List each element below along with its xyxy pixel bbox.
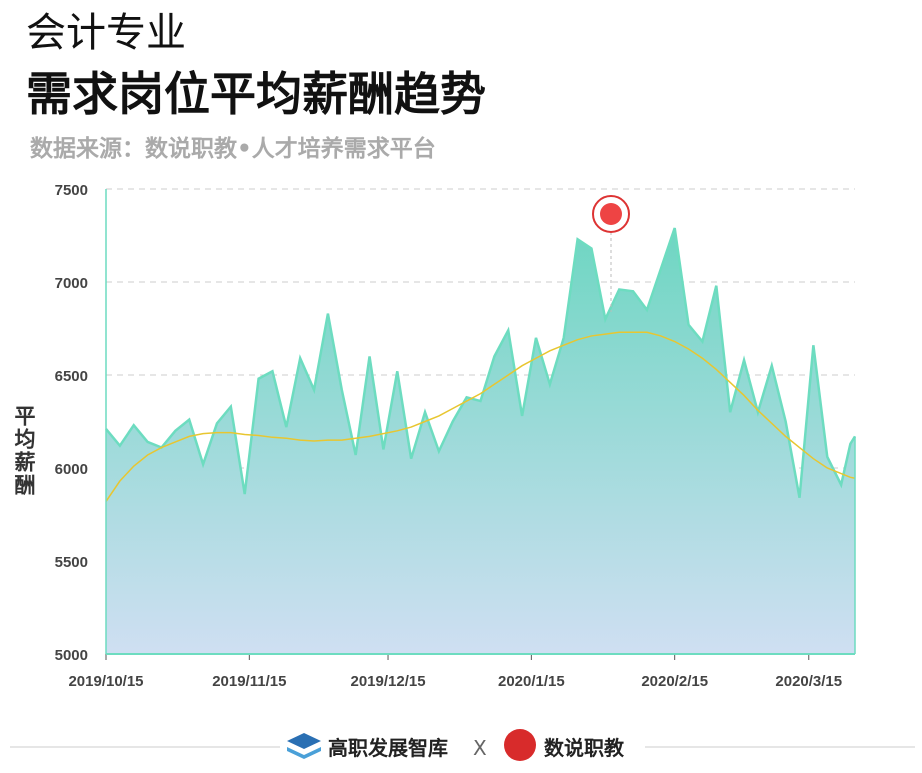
chart-subtitle: 数据来源：数说职教•人才培养需求平台	[30, 135, 436, 162]
y-tick-label: 6000	[55, 461, 88, 478]
plot-area: 5000 5500 6000 6500 7000 7500 2019/10/15 2019/1…	[55, 182, 857, 690]
trend-line	[105, 331, 856, 502]
footer-sep: X	[473, 736, 487, 760]
area	[106, 228, 855, 654]
y-tick-label: 5500	[55, 554, 88, 571]
logo-left	[287, 733, 321, 759]
footer-left: 高职发展智库	[328, 736, 448, 760]
chart-title: 需求岗位平均薪酬趋势	[26, 67, 486, 121]
footer-right: 数说职教	[544, 736, 625, 760]
x-tick-label: 2019/11/15	[212, 673, 286, 690]
y-tick-label: 7500	[55, 182, 88, 199]
y-tick-label: 6500	[55, 368, 88, 385]
x-tick-label: 2020/2/15	[641, 673, 708, 690]
y-tick-label: 5000	[55, 647, 88, 664]
y-axis-label: 平均薪酬	[12, 405, 36, 497]
x-tick-label: 2020/1/15	[498, 673, 565, 690]
y-tick-label: 7000	[55, 275, 88, 292]
logo-right	[504, 729, 536, 761]
x-tick-label: 2019/10/15	[68, 673, 143, 690]
area-line	[105, 227, 857, 498]
chart-title-top: 会计专业	[26, 10, 186, 56]
seal-icon-inner	[600, 203, 622, 225]
x-tick-label: 2020/3/15	[775, 673, 842, 690]
x-tick-label: 2019/12/15	[350, 673, 425, 690]
